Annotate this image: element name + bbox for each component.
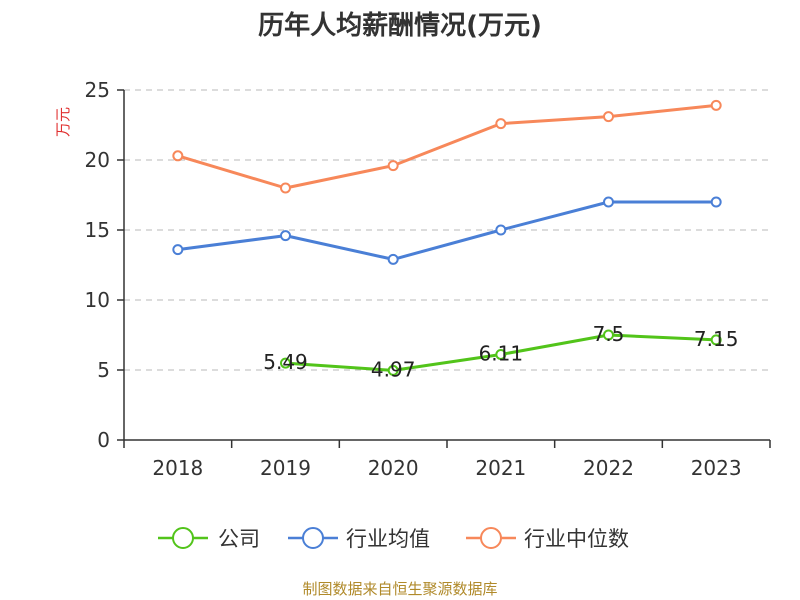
- legend-item[interactable]: 行业中位数: [466, 527, 629, 551]
- legend-marker: [172, 527, 194, 549]
- data-label: 7.5: [593, 322, 625, 346]
- data-label: 6.11: [479, 341, 524, 365]
- data-point: [603, 111, 614, 123]
- data-labels: 5.49 4.97 6.11 7.5 7.15: [263, 322, 738, 381]
- data-point: [280, 230, 291, 242]
- data-point: [280, 182, 291, 194]
- x-tick-label: 2018: [152, 456, 203, 480]
- data-point: [495, 118, 507, 130]
- data-point: [280, 357, 291, 369]
- data-point: [603, 196, 614, 208]
- x-tick-label: 2019: [260, 456, 311, 480]
- legend-item[interactable]: 行业均值: [288, 527, 430, 551]
- x-tick-label: 2020: [368, 456, 419, 480]
- data-point: [172, 244, 184, 256]
- legend-label: 公司: [218, 527, 260, 551]
- legend-label: 行业中位数: [524, 527, 629, 551]
- x-tick-label: 2023: [691, 456, 742, 480]
- y-tick-label: 5: [97, 358, 110, 382]
- series-line: [177, 200, 717, 261]
- x-tick-label: 2021: [475, 456, 526, 480]
- data-point: [387, 364, 399, 376]
- y-tick-label: 25: [85, 78, 110, 102]
- data-point: [495, 348, 507, 360]
- legend-marker: [480, 527, 502, 549]
- axes: 0 5 10 15 20 25 2018 2019 2020 2021 2022 2023: [85, 78, 771, 480]
- data-points: [172, 99, 722, 376]
- chart-title: 历年人均薪酬情况(万元): [258, 10, 542, 41]
- data-label: 7.15: [694, 327, 739, 351]
- y-tick-label: 20: [85, 148, 110, 172]
- gridlines: [124, 89, 770, 371]
- data-point: [387, 253, 399, 265]
- legend-label: 行业均值: [346, 527, 430, 551]
- y-tick-label: 0: [97, 428, 110, 452]
- data-point: [710, 99, 722, 111]
- x-tick-label: 2022: [583, 456, 634, 480]
- data-point: [710, 334, 722, 346]
- data-label: 4.97: [371, 357, 416, 381]
- legend[interactable]: 公司 行业均值 行业中位数: [158, 527, 629, 551]
- data-label: 5.49: [263, 350, 308, 374]
- legend-item[interactable]: 公司: [158, 527, 260, 551]
- data-point: [172, 150, 184, 162]
- y-axis-label: 万元: [54, 107, 72, 137]
- data-point: [387, 160, 399, 172]
- data-point: [603, 329, 614, 341]
- y-tick-label: 10: [85, 288, 110, 312]
- source-note: 制图数据来自恒生聚源数据库: [302, 580, 497, 598]
- y-tick-label: 15: [85, 218, 110, 242]
- legend-marker: [302, 527, 324, 549]
- series-lines: [177, 103, 717, 372]
- series-line: [177, 103, 717, 190]
- data-point: [495, 224, 507, 236]
- data-point: [710, 196, 722, 208]
